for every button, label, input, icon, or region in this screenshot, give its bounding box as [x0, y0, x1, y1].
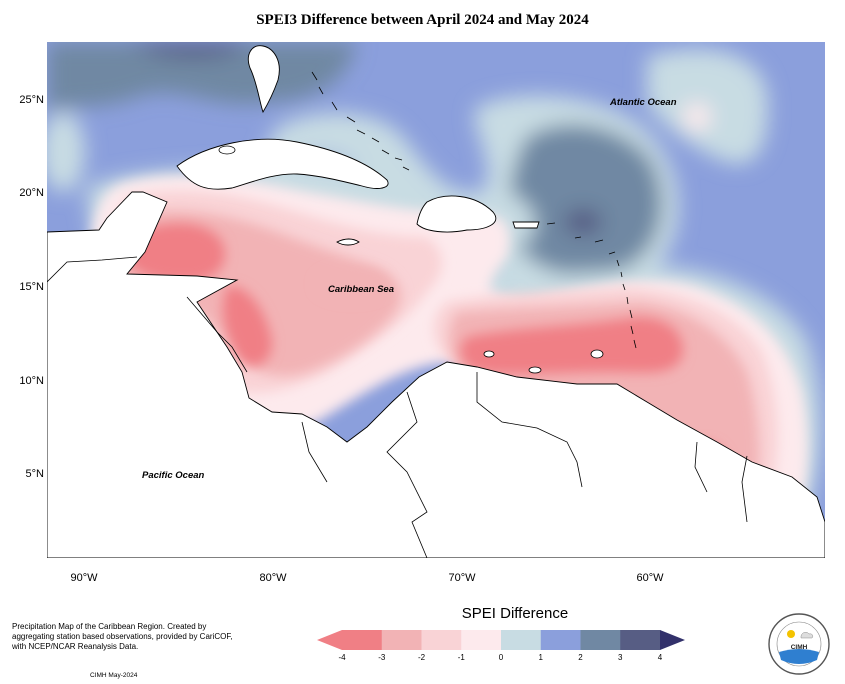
florida: [247, 45, 280, 114]
colorbar-tick-label: 3: [618, 653, 623, 662]
colorbar-cell: [342, 630, 383, 650]
colorbar: [317, 630, 685, 650]
colorbar-arrow-high: [660, 630, 685, 650]
trinidad: [590, 349, 604, 359]
puerto-rico: [512, 221, 540, 229]
colorbar-arrow-low: [317, 630, 342, 650]
borders-and-islands: [47, 71, 748, 558]
atlantic-ocean-label: Atlantic Ocean: [610, 97, 677, 108]
curacao: [528, 366, 542, 374]
spei-difference-map: [47, 42, 825, 558]
lat-label: 10°N: [19, 375, 44, 387]
sun-icon: [787, 630, 795, 638]
aruba: [483, 350, 495, 358]
footnote: Precipitation Map of the Caribbean Regio…: [12, 622, 233, 651]
lat-label: 15°N: [19, 281, 44, 293]
colorbar-tick-label: 1: [538, 653, 543, 662]
lon-label: 70°W: [448, 572, 476, 584]
legend-title: SPEI Difference: [461, 605, 569, 622]
colorbar-tick-label: 2: [578, 653, 583, 662]
colorbar-cell: [501, 630, 542, 650]
colorbar-cell: [421, 630, 462, 650]
colorbar-cell: [620, 630, 661, 650]
colorbar-cell: [540, 630, 581, 650]
map-title: SPEI3 Difference between April 2024 and …: [256, 12, 589, 28]
hispaniola: [416, 195, 497, 233]
water-icon: [779, 649, 819, 664]
colorbar-tick-label: 4: [657, 653, 663, 662]
isla-de-la-juventud: [218, 145, 236, 155]
caribbean-sea-label: Caribbean Sea: [328, 284, 394, 295]
lat-label: 5°N: [25, 468, 44, 480]
map-panel: [47, 42, 825, 558]
jamaica: [336, 238, 360, 246]
colorbar-cell: [381, 630, 422, 650]
central-south-america: [47, 191, 825, 558]
cloud-icon: [800, 632, 813, 639]
lat-label: 25°N: [19, 94, 44, 106]
colorbar-cell: [580, 630, 621, 650]
lon-label: 90°W: [70, 572, 98, 584]
colorbar-tick-label: -2: [417, 653, 426, 662]
colorbar-tick-label: -4: [338, 653, 346, 662]
lon-label: 80°W: [259, 572, 287, 584]
colorbar-tick-label: -3: [378, 653, 386, 662]
cimh-logo: CIMH: [767, 612, 831, 681]
colorbar-cell: [461, 630, 502, 650]
pacific-ocean-label: Pacific Ocean: [142, 470, 205, 481]
lon-label: 60°W: [636, 572, 664, 584]
logo-text: CIMH: [791, 644, 808, 651]
colorbar-tick-label: 0: [498, 653, 504, 662]
lat-label: 20°N: [19, 187, 44, 199]
colorbar-tick-label: -1: [457, 653, 465, 662]
credit: CIMH May-2024: [90, 672, 138, 679]
